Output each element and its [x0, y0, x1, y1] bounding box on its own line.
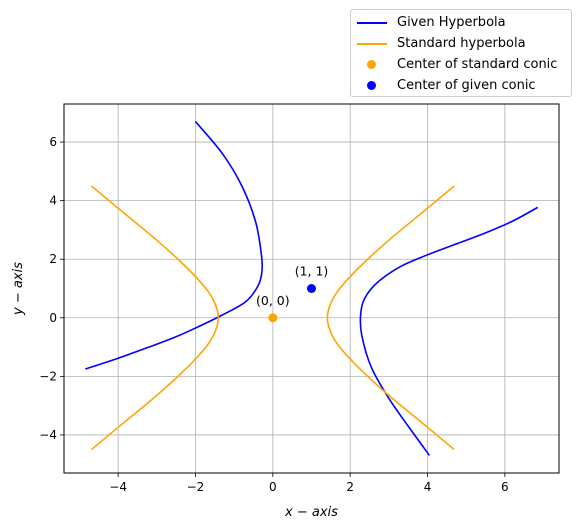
grid — [64, 104, 559, 473]
legend-label: Center of given conic — [397, 78, 536, 93]
standard-hyperbola-branch-2 — [326, 185, 455, 451]
center-point-label: (0, 0) — [256, 293, 290, 308]
standard-hyperbola-branch-1 — [90, 185, 220, 451]
legend-line-swatch — [357, 33, 387, 54]
legend-item-standard-hyperbola: Standard hyperbola — [357, 33, 565, 54]
x-tick-label: 4 — [424, 480, 432, 494]
x-tick-label: 0 — [269, 480, 277, 494]
plot-frame — [63, 103, 560, 474]
y-tick-label: 0 — [49, 311, 57, 325]
ticks-layer: −4 −2 0 2 4 6 −4 −2 0 2 4 6 — [39, 135, 508, 494]
y-tick-label: 2 — [49, 252, 57, 266]
legend-item-center-standard: Center of standard conic — [357, 54, 565, 75]
x-tick-label: 2 — [346, 480, 354, 494]
center-point-1 — [268, 313, 278, 323]
legend-item-center-given: Center of given conic — [357, 75, 565, 96]
y-tick-label: −4 — [39, 428, 57, 442]
legend-label: Center of standard conic — [397, 57, 558, 72]
y-tick-label: −2 — [39, 369, 57, 383]
legend-label: Standard hyperbola — [397, 36, 526, 51]
y-tick-label: 6 — [49, 135, 57, 149]
series-layer — [85, 121, 539, 456]
x-tick-label: −2 — [187, 480, 205, 494]
legend: Given Hyperbola Standard hyperbola Cente… — [350, 9, 572, 97]
legend-dot-swatch — [357, 54, 387, 75]
x-tick-label: −4 — [109, 480, 127, 494]
legend-line-swatch — [357, 12, 387, 33]
y-axis-label: y − axis — [11, 262, 26, 316]
y-tick-label: 4 — [49, 194, 57, 208]
center-point-label: (1, 1) — [295, 264, 329, 279]
legend-label: Given Hyperbola — [397, 15, 506, 30]
given-hyperbola-branch-2 — [359, 206, 539, 456]
legend-item-given-hyperbola: Given Hyperbola — [357, 12, 565, 33]
x-tick-label: 6 — [501, 480, 509, 494]
center-point-2 — [307, 284, 316, 293]
legend-dot-swatch — [357, 75, 387, 96]
given-hyperbola-branch-1 — [85, 121, 264, 370]
points-layer: (0, 0) (1, 1) — [256, 264, 328, 323]
x-axis-label: x − axis — [284, 505, 338, 520]
